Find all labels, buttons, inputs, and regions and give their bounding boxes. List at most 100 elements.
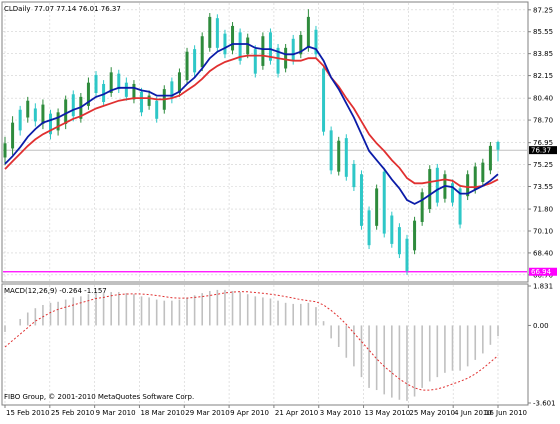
price-tick-label: 82.15 <box>533 72 553 80</box>
price-bars[interactable] <box>3 9 527 275</box>
bar-body[interactable] <box>322 68 326 132</box>
bar-body[interactable] <box>170 81 174 99</box>
level-price-box <box>529 267 557 276</box>
bar-body[interactable] <box>405 238 409 271</box>
bar-body[interactable] <box>147 95 151 106</box>
bar-body[interactable] <box>458 188 462 225</box>
bar-body[interactable] <box>314 29 318 55</box>
bar-body[interactable] <box>329 130 333 171</box>
bar-body[interactable] <box>435 167 439 203</box>
bar-body[interactable] <box>382 171 386 234</box>
bar-body[interactable] <box>223 33 227 55</box>
price-tick-label: 76.95 <box>533 139 553 147</box>
bar-body[interactable] <box>291 38 295 61</box>
price-tick-label: 75.25 <box>533 161 553 169</box>
price-tick-label: 80.40 <box>533 95 553 103</box>
bar-body[interactable] <box>49 113 53 135</box>
copyright-text: FIBO Group, © 2001-2010 MetaQuotes Softw… <box>4 393 194 401</box>
bar-body[interactable] <box>41 104 45 124</box>
price-tick-label: 87.25 <box>533 6 553 14</box>
macd-header: MACD(12,26,9) -0.264 -1.157 <box>4 287 107 295</box>
bar-body[interactable] <box>109 72 113 93</box>
macd-signal-line <box>4 291 499 391</box>
bar-body[interactable] <box>185 51 189 81</box>
bar-body[interactable] <box>466 174 470 197</box>
price-tick-label: 83.85 <box>533 50 553 58</box>
price-tick-label: 73.55 <box>533 183 553 191</box>
axis-labels: 87.25 85.55 83.85 82.15 80.40 78.70 76.95 75.25… <box>4 6 557 417</box>
time-tick-label: 9 Apr 2010 <box>230 409 269 417</box>
bar-body[interactable] <box>132 83 136 100</box>
bar-body[interactable] <box>117 73 121 90</box>
bar-body[interactable] <box>231 25 235 51</box>
bar-body[interactable] <box>208 16 212 48</box>
bar-body[interactable] <box>375 188 379 226</box>
bar-body[interactable] <box>200 36 204 68</box>
time-tick-label: 29 Mar 2010 <box>185 409 229 417</box>
price-tick-label: 85.55 <box>533 28 553 36</box>
bar-body[interactable] <box>94 74 98 93</box>
time-tick-label: 15 Feb 2010 <box>6 409 50 417</box>
bar-body[interactable] <box>428 169 432 210</box>
bar-body[interactable] <box>140 91 144 113</box>
bar-body[interactable] <box>337 140 341 172</box>
time-tick-label: 16 Jun 2010 <box>485 409 527 417</box>
bar-body[interactable] <box>496 142 500 150</box>
bar-body[interactable] <box>276 47 280 74</box>
bar-body[interactable] <box>26 100 30 118</box>
time-tick-label: 25 May 2010 <box>409 409 455 417</box>
macd-tick-label: 1.831 <box>533 283 553 291</box>
bar-body[interactable] <box>481 162 485 182</box>
bar-body[interactable] <box>64 99 68 124</box>
bar-body[interactable] <box>352 163 356 188</box>
time-tick-label: 13 May 2010 <box>365 409 411 417</box>
bar-body[interactable] <box>488 145 492 171</box>
bar-body[interactable] <box>102 83 106 103</box>
current-price-label: 76.37 <box>531 147 551 155</box>
bar-body[interactable] <box>3 143 7 158</box>
time-tick-label: 9 Mar 2010 <box>96 409 136 417</box>
bar-body[interactable] <box>268 32 272 61</box>
bar-body[interactable] <box>193 49 197 73</box>
bar-body[interactable] <box>18 109 22 131</box>
bar-body[interactable] <box>215 18 219 48</box>
bar-body[interactable] <box>124 82 128 97</box>
bar-body[interactable] <box>261 36 265 66</box>
bar-body[interactable] <box>390 215 394 244</box>
macd-indicator <box>4 289 499 401</box>
bar-body[interactable] <box>56 112 60 131</box>
bar-body[interactable] <box>246 37 250 55</box>
bar-body[interactable] <box>299 34 303 55</box>
bar-body[interactable] <box>473 166 477 190</box>
bar-body[interactable] <box>86 82 90 106</box>
current-price-box <box>529 146 557 155</box>
bar-body[interactable] <box>413 220 417 251</box>
price-tick-label: 71.80 <box>533 206 553 214</box>
grid <box>3 3 527 404</box>
price-tick-label: 68.40 <box>533 249 553 257</box>
main-frame <box>1 1 529 283</box>
bar-body[interactable] <box>238 32 242 61</box>
ohlc-readout: 77.07 77.14 76.01 76.37 <box>34 5 121 13</box>
bar-body[interactable] <box>155 100 159 119</box>
bar-body[interactable] <box>420 192 424 222</box>
bar-body[interactable] <box>450 183 454 203</box>
bar-body[interactable] <box>71 94 75 117</box>
bar-body[interactable] <box>11 122 15 149</box>
moving-averages <box>4 43 499 205</box>
bar-body[interactable] <box>177 72 181 93</box>
bar-body[interactable] <box>397 227 401 255</box>
bar-body[interactable] <box>359 174 363 226</box>
bar-body[interactable] <box>306 16 310 48</box>
bar-body[interactable] <box>344 138 348 177</box>
bar-body[interactable] <box>33 108 37 122</box>
bar-body[interactable] <box>284 47 288 69</box>
bar-body[interactable] <box>367 210 371 246</box>
bar-body[interactable] <box>253 49 257 74</box>
time-tick-label: 3 May 2010 <box>320 409 361 417</box>
ma-fast-line <box>4 43 499 205</box>
time-tick-label: 18 Mar 2010 <box>140 409 184 417</box>
macd-frame <box>1 283 529 406</box>
time-tick-label: 4 Jun 2010 <box>454 409 492 417</box>
